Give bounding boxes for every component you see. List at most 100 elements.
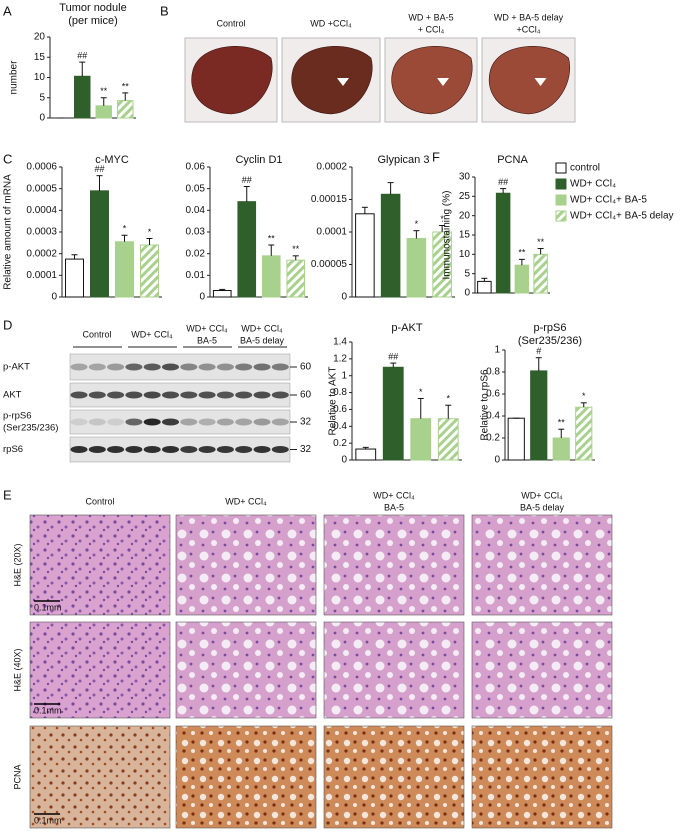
histology-image bbox=[175, 621, 317, 719]
blot-band bbox=[143, 391, 161, 399]
y-tick-label: 10 bbox=[34, 72, 46, 83]
blot-band bbox=[271, 363, 289, 371]
blot-band bbox=[253, 391, 271, 399]
blot-row-label: p-AKT bbox=[3, 362, 30, 373]
blot-band bbox=[235, 363, 253, 371]
histology-header: BA-5 bbox=[384, 502, 404, 512]
panel-label: A bbox=[3, 3, 12, 18]
blot-band bbox=[180, 363, 198, 371]
blot-row-label: rpS6 bbox=[3, 444, 23, 455]
y-axis-label: Relative to AKT bbox=[328, 367, 339, 436]
blot-band bbox=[235, 418, 253, 426]
histology-row-label: H&E (20X) bbox=[12, 543, 22, 586]
bar bbox=[437, 418, 459, 461]
histology-header: WD+ CCl₄ bbox=[521, 490, 563, 500]
blot-band bbox=[143, 363, 161, 371]
blot-band bbox=[271, 418, 289, 426]
liver bbox=[488, 46, 570, 115]
significance-label: ** bbox=[292, 244, 300, 254]
y-tick-label: 0.2 bbox=[486, 433, 500, 444]
legend-swatch bbox=[555, 162, 567, 174]
significance-label: ## bbox=[498, 177, 508, 187]
y-tick-label: 0 bbox=[341, 455, 347, 466]
y-tick-label: 0.8 bbox=[486, 367, 500, 378]
photo-header: WD + BA-5 bbox=[408, 12, 453, 22]
significance-label: ## bbox=[388, 351, 398, 361]
legend-label: WD+ CCl₄+ BA-5 bbox=[570, 195, 647, 206]
histology-row-label: PCNA bbox=[12, 764, 22, 789]
photo-header: +CCl₄ bbox=[517, 24, 541, 34]
y-tick-label: 0 bbox=[341, 292, 347, 303]
bar bbox=[117, 100, 134, 119]
blot-band bbox=[70, 418, 88, 426]
chart-title: Glypican 3 bbox=[378, 154, 430, 166]
y-tick-label: 1 bbox=[494, 345, 500, 356]
scale-label: 0.1mm bbox=[34, 602, 62, 612]
blot-band bbox=[271, 391, 289, 399]
chart-title: p-rpS6 bbox=[533, 322, 566, 334]
blot-band bbox=[70, 363, 88, 371]
y-tick-label: 0.0006 bbox=[26, 162, 57, 173]
significance-label: * bbox=[419, 387, 423, 397]
liver bbox=[291, 46, 373, 115]
y-tick-label: 0 bbox=[464, 288, 470, 299]
blot-band bbox=[162, 391, 179, 399]
bar bbox=[212, 290, 232, 298]
y-tick-label: 15 bbox=[459, 230, 471, 241]
histology-header: WD+ CCl₄ bbox=[373, 490, 415, 500]
histology-image bbox=[29, 621, 171, 719]
blot-band bbox=[198, 446, 216, 453]
y-tick-label: 15 bbox=[34, 52, 46, 63]
y-axis-label: Relative amount of mRNA bbox=[3, 174, 14, 290]
photo-header: WD +CCl₄ bbox=[310, 18, 352, 28]
chart-title: Tumor nodule bbox=[59, 2, 126, 14]
bar bbox=[552, 437, 570, 461]
blot-group: BA-5 bbox=[197, 335, 217, 345]
legend-swatch bbox=[555, 178, 567, 190]
bar bbox=[382, 366, 404, 461]
y-axis-label: number bbox=[9, 60, 20, 95]
blot-band bbox=[70, 391, 88, 399]
blot-band bbox=[198, 363, 216, 371]
y-tick-label: 30 bbox=[459, 172, 471, 183]
histology-header: WD+ CCl₄ bbox=[225, 496, 267, 506]
significance-label: ** bbox=[558, 418, 566, 428]
kda-label: 60 bbox=[300, 362, 312, 373]
blot-band bbox=[162, 418, 179, 426]
kda-label: 32 bbox=[300, 417, 312, 428]
legend-swatch bbox=[555, 210, 567, 222]
y-tick-label: 5 bbox=[39, 92, 45, 103]
bar bbox=[533, 253, 548, 294]
histology-image bbox=[323, 725, 465, 829]
blot-band bbox=[107, 363, 125, 371]
significance-label: * bbox=[148, 227, 152, 237]
blot-group: WD+ CCl₄ bbox=[131, 329, 173, 339]
y-tick-label: 0 bbox=[39, 113, 45, 124]
blot-row-label: p-rpS6 bbox=[3, 411, 32, 422]
histology-image bbox=[323, 621, 465, 719]
blot-band bbox=[143, 446, 161, 453]
arrowhead bbox=[437, 78, 449, 86]
blot-band bbox=[235, 391, 253, 399]
bar bbox=[90, 190, 109, 298]
bar bbox=[507, 417, 525, 461]
blot-band bbox=[125, 391, 143, 399]
significance-label: # bbox=[536, 346, 541, 356]
blot-band bbox=[271, 446, 289, 453]
y-tick-label: 0.0002 bbox=[26, 248, 57, 259]
bar bbox=[261, 255, 281, 298]
y-tick-label: 0.2 bbox=[333, 438, 347, 449]
blot-band bbox=[216, 418, 234, 426]
blot-band bbox=[125, 418, 143, 426]
arrowhead bbox=[534, 78, 547, 86]
bar bbox=[530, 370, 548, 461]
chart-title: c-MYC bbox=[95, 154, 129, 166]
significance-label: * bbox=[440, 214, 444, 224]
bar bbox=[140, 244, 159, 298]
bar bbox=[477, 280, 492, 294]
histology-header: Control bbox=[85, 496, 114, 506]
y-tick-label: 0.0001 bbox=[316, 227, 347, 238]
histology-row-label: H&E (40X) bbox=[12, 648, 22, 691]
bar bbox=[410, 418, 432, 461]
